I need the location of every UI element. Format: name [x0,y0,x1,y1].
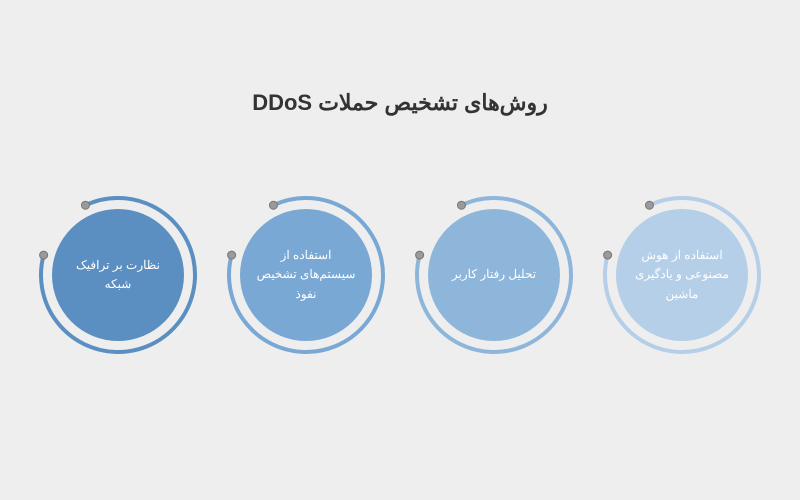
node-behavior-analysis: تحلیل رفتار کاربر [414,195,574,355]
node-label: تحلیل رفتار کاربر [452,265,536,284]
node-disc: نظارت بر ترافیک شبکه [52,209,184,341]
infographic-canvas: روش‌های تشخیص حملات DDoS نظارت بر ترافیک… [0,0,800,500]
node-label: استفاده از هوش مصنوعی و یادگیری ماشین [630,246,734,304]
node-label: نظارت بر ترافیک شبکه [66,256,170,294]
node-traffic-monitoring: نظارت بر ترافیک شبکه [38,195,198,355]
node-disc: استفاده از سیستم‌های تشخیص نفوذ [240,209,372,341]
nodes-row: نظارت بر ترافیک شبکه استفاده از سیستم‌های… [0,195,800,355]
node-ai-ml: استفاده از هوش مصنوعی و یادگیری ماشین [602,195,762,355]
node-disc: استفاده از هوش مصنوعی و یادگیری ماشین [616,209,748,341]
node-label: استفاده از سیستم‌های تشخیص نفوذ [254,246,358,304]
node-ids: استفاده از سیستم‌های تشخیص نفوذ [226,195,386,355]
node-disc: تحلیل رفتار کاربر [428,209,560,341]
page-title: روش‌های تشخیص حملات DDoS [0,90,800,116]
